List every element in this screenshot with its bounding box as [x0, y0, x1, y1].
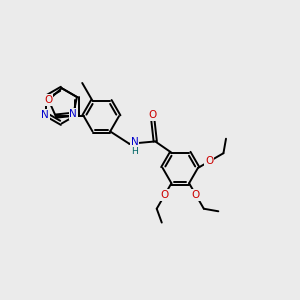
- Text: O: O: [44, 95, 53, 105]
- Text: O: O: [149, 110, 157, 120]
- Text: N: N: [69, 109, 77, 119]
- Text: N: N: [131, 137, 139, 147]
- Text: O: O: [192, 190, 200, 200]
- Text: N: N: [41, 110, 49, 120]
- Text: H: H: [131, 147, 138, 156]
- Text: O: O: [205, 156, 214, 166]
- Text: O: O: [161, 190, 169, 200]
